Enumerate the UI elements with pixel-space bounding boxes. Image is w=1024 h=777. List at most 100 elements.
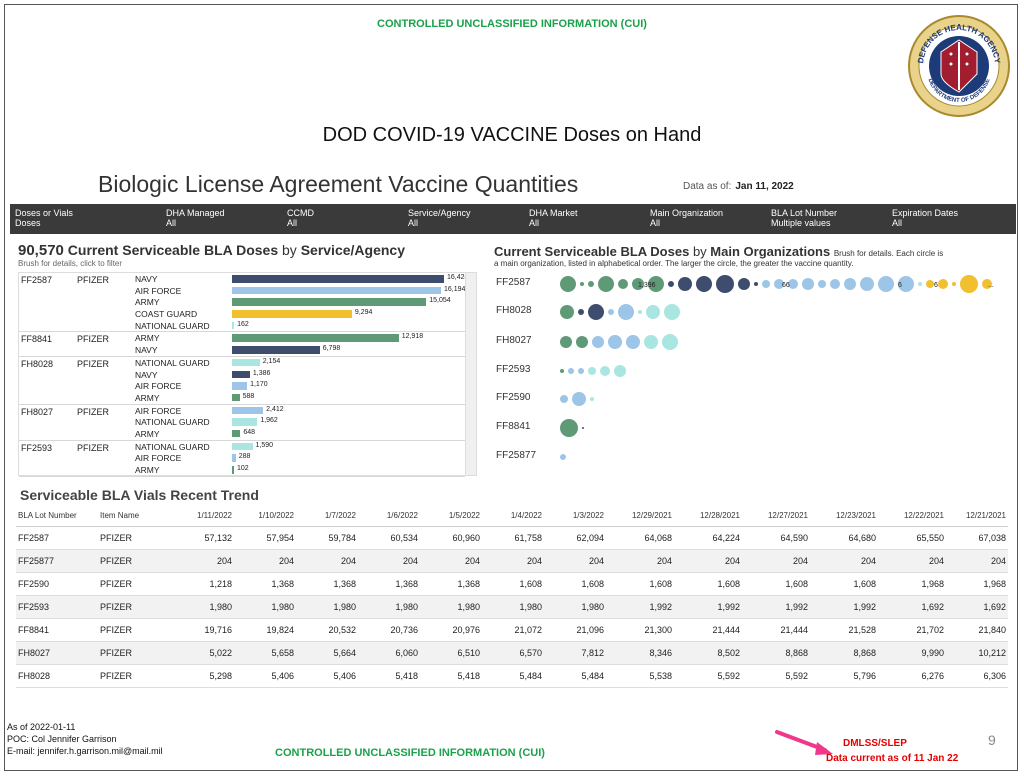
lot-group[interactable]: FH8027 PFIZER AIR FORCE 2,412 NATIONAL GUARD…	[19, 405, 465, 441]
org-bubble[interactable]	[608, 309, 614, 315]
column-header[interactable]: 1/4/2022	[482, 506, 544, 527]
org-bubble[interactable]	[668, 281, 674, 287]
filter-expiration-dates[interactable]: Expiration Dates All	[892, 208, 959, 228]
filter-ccmd[interactable]: CCMD All	[287, 208, 314, 228]
bar[interactable]	[232, 321, 235, 330]
org-bubble[interactable]	[578, 368, 584, 374]
bar-row[interactable]: ARMY 588	[19, 392, 465, 404]
column-header[interactable]: 1/6/2022	[358, 506, 420, 527]
org-bubble[interactable]	[608, 335, 622, 349]
org-bubble[interactable]	[644, 335, 658, 349]
bar[interactable]	[232, 286, 441, 295]
org-bubble[interactable]	[664, 304, 680, 320]
org-bubble[interactable]	[878, 276, 894, 292]
filter-dha-managed[interactable]: DHA Managed All	[166, 208, 225, 228]
filter-service-agency[interactable]: Service/Agency All	[408, 208, 471, 228]
org-bubble[interactable]	[560, 305, 574, 319]
lot-group[interactable]: FH8028 PFIZER NATIONAL GUARD 2,154 NAVY 1,386…	[19, 357, 465, 405]
org-bubble[interactable]	[576, 336, 588, 348]
bar-row[interactable]: ARMY 15,054	[19, 296, 465, 308]
org-bubble[interactable]	[646, 305, 660, 319]
bar[interactable]	[232, 393, 240, 402]
column-header[interactable]: 1/3/2022	[544, 506, 606, 527]
org-bubble[interactable]	[898, 276, 914, 292]
org-bubble[interactable]	[830, 279, 840, 289]
org-bubble[interactable]	[638, 310, 642, 314]
bar-row[interactable]: AIR FORCE 16,194	[19, 285, 465, 297]
org-bubble[interactable]	[590, 397, 594, 401]
org-bubble[interactable]	[716, 275, 734, 293]
lot-group[interactable]: FF2587 PFIZER NAVY 16,428 AIR FORCE 16,194 ARM…	[19, 273, 468, 333]
bar[interactable]	[232, 310, 352, 318]
org-bubble[interactable]	[560, 395, 568, 403]
org-bubble[interactable]	[588, 304, 604, 320]
org-bubble[interactable]	[618, 279, 628, 289]
table-row[interactable]: FF8841 PFIZER 19,716 19,824 20,532 20,736 20,9…	[16, 618, 1008, 642]
table-row[interactable]: FH8027 PFIZER 5,022 5,658 5,664 6,060 6,510 6,5…	[16, 641, 1008, 665]
column-header[interactable]: BLA Lot Number	[16, 506, 98, 527]
org-bubble[interactable]	[600, 366, 610, 376]
bar[interactable]	[232, 334, 399, 342]
bar-row[interactable]: ARMY 648	[19, 428, 465, 440]
bar-row[interactable]: NATIONAL GUARD 1,590	[19, 441, 465, 453]
org-bubble[interactable]	[648, 276, 664, 292]
bar-row[interactable]: NAVY 16,428	[19, 273, 468, 285]
org-bubble[interactable]	[678, 277, 692, 291]
org-bubble[interactable]	[626, 335, 640, 349]
lot-group[interactable]: FF2593 PFIZER NATIONAL GUARD 1,590 AIR FORCE…	[19, 441, 465, 477]
org-bubble[interactable]	[802, 278, 814, 290]
org-bubble[interactable]	[568, 368, 574, 374]
org-bubble[interactable]	[762, 280, 770, 288]
bar[interactable]	[232, 429, 241, 438]
table-row[interactable]: FF25877 PFIZER 204 204 204 204 204 204 204 204 204…	[16, 549, 1008, 573]
bar[interactable]	[232, 275, 444, 283]
bar-row[interactable]: ARMY 102	[19, 464, 465, 476]
org-bubble[interactable]	[618, 304, 634, 320]
filter-doses-or-vials[interactable]: Doses or Vials Doses	[15, 208, 73, 228]
bar-row[interactable]: ARMY 12,918	[19, 332, 465, 344]
bar[interactable]	[232, 382, 248, 390]
org-bubble[interactable]	[560, 419, 578, 437]
org-bubble[interactable]	[582, 427, 584, 429]
table-row[interactable]: FF2587 PFIZER 57,132 57,954 59,784 60,534 60,9…	[16, 526, 1008, 550]
bar[interactable]	[232, 370, 250, 378]
bar-row[interactable]: AIR FORCE 2,412	[19, 405, 465, 417]
org-bubble[interactable]	[982, 279, 992, 289]
org-bubble[interactable]	[844, 278, 856, 290]
column-header[interactable]: 12/28/2021	[674, 506, 742, 527]
bar[interactable]	[232, 358, 260, 367]
bar[interactable]	[232, 454, 236, 462]
column-header[interactable]: 12/27/2021	[742, 506, 810, 527]
filter-bla-lot-number[interactable]: BLA Lot Number Multiple values	[771, 208, 838, 228]
scrollbar[interactable]	[465, 272, 477, 476]
column-header[interactable]: Item Name	[98, 506, 172, 527]
bar[interactable]	[232, 418, 258, 426]
column-header[interactable]: 1/7/2022	[296, 506, 358, 527]
org-bubble[interactable]	[754, 282, 758, 286]
bar-row[interactable]: NAVY 6,798	[19, 344, 465, 356]
bar[interactable]	[232, 442, 253, 451]
org-bubble[interactable]	[578, 309, 584, 315]
org-bubble[interactable]	[588, 281, 594, 287]
column-header[interactable]: 1/10/2022	[234, 506, 296, 527]
bar-row[interactable]: NAVY 1,386	[19, 369, 465, 381]
table-row[interactable]: FF2593 PFIZER 1,980 1,980 1,980 1,980 1,980 1,9…	[16, 595, 1008, 619]
org-bubble[interactable]	[738, 278, 750, 290]
org-bubble[interactable]	[572, 392, 586, 406]
bar[interactable]	[232, 406, 264, 415]
column-header[interactable]: 12/22/2021	[878, 506, 946, 527]
org-bubble[interactable]	[696, 276, 712, 292]
org-bubble[interactable]	[788, 279, 798, 289]
bar-row[interactable]: NATIONAL GUARD 1,962	[19, 416, 465, 428]
column-header[interactable]: 12/23/2021	[810, 506, 878, 527]
column-header[interactable]: 1/5/2022	[420, 506, 482, 527]
org-bubble[interactable]	[860, 277, 874, 291]
column-header[interactable]: 12/21/2021	[946, 506, 1008, 527]
org-bubble[interactable]	[632, 278, 644, 290]
bar-row[interactable]: NATIONAL GUARD 2,154	[19, 357, 465, 369]
bar-row[interactable]: COAST GUARD 9,294	[19, 308, 465, 320]
org-bubble[interactable]	[926, 280, 934, 288]
column-header[interactable]: 1/11/2022	[172, 506, 234, 527]
org-bubble[interactable]	[560, 336, 572, 348]
org-bubble[interactable]	[938, 279, 948, 289]
